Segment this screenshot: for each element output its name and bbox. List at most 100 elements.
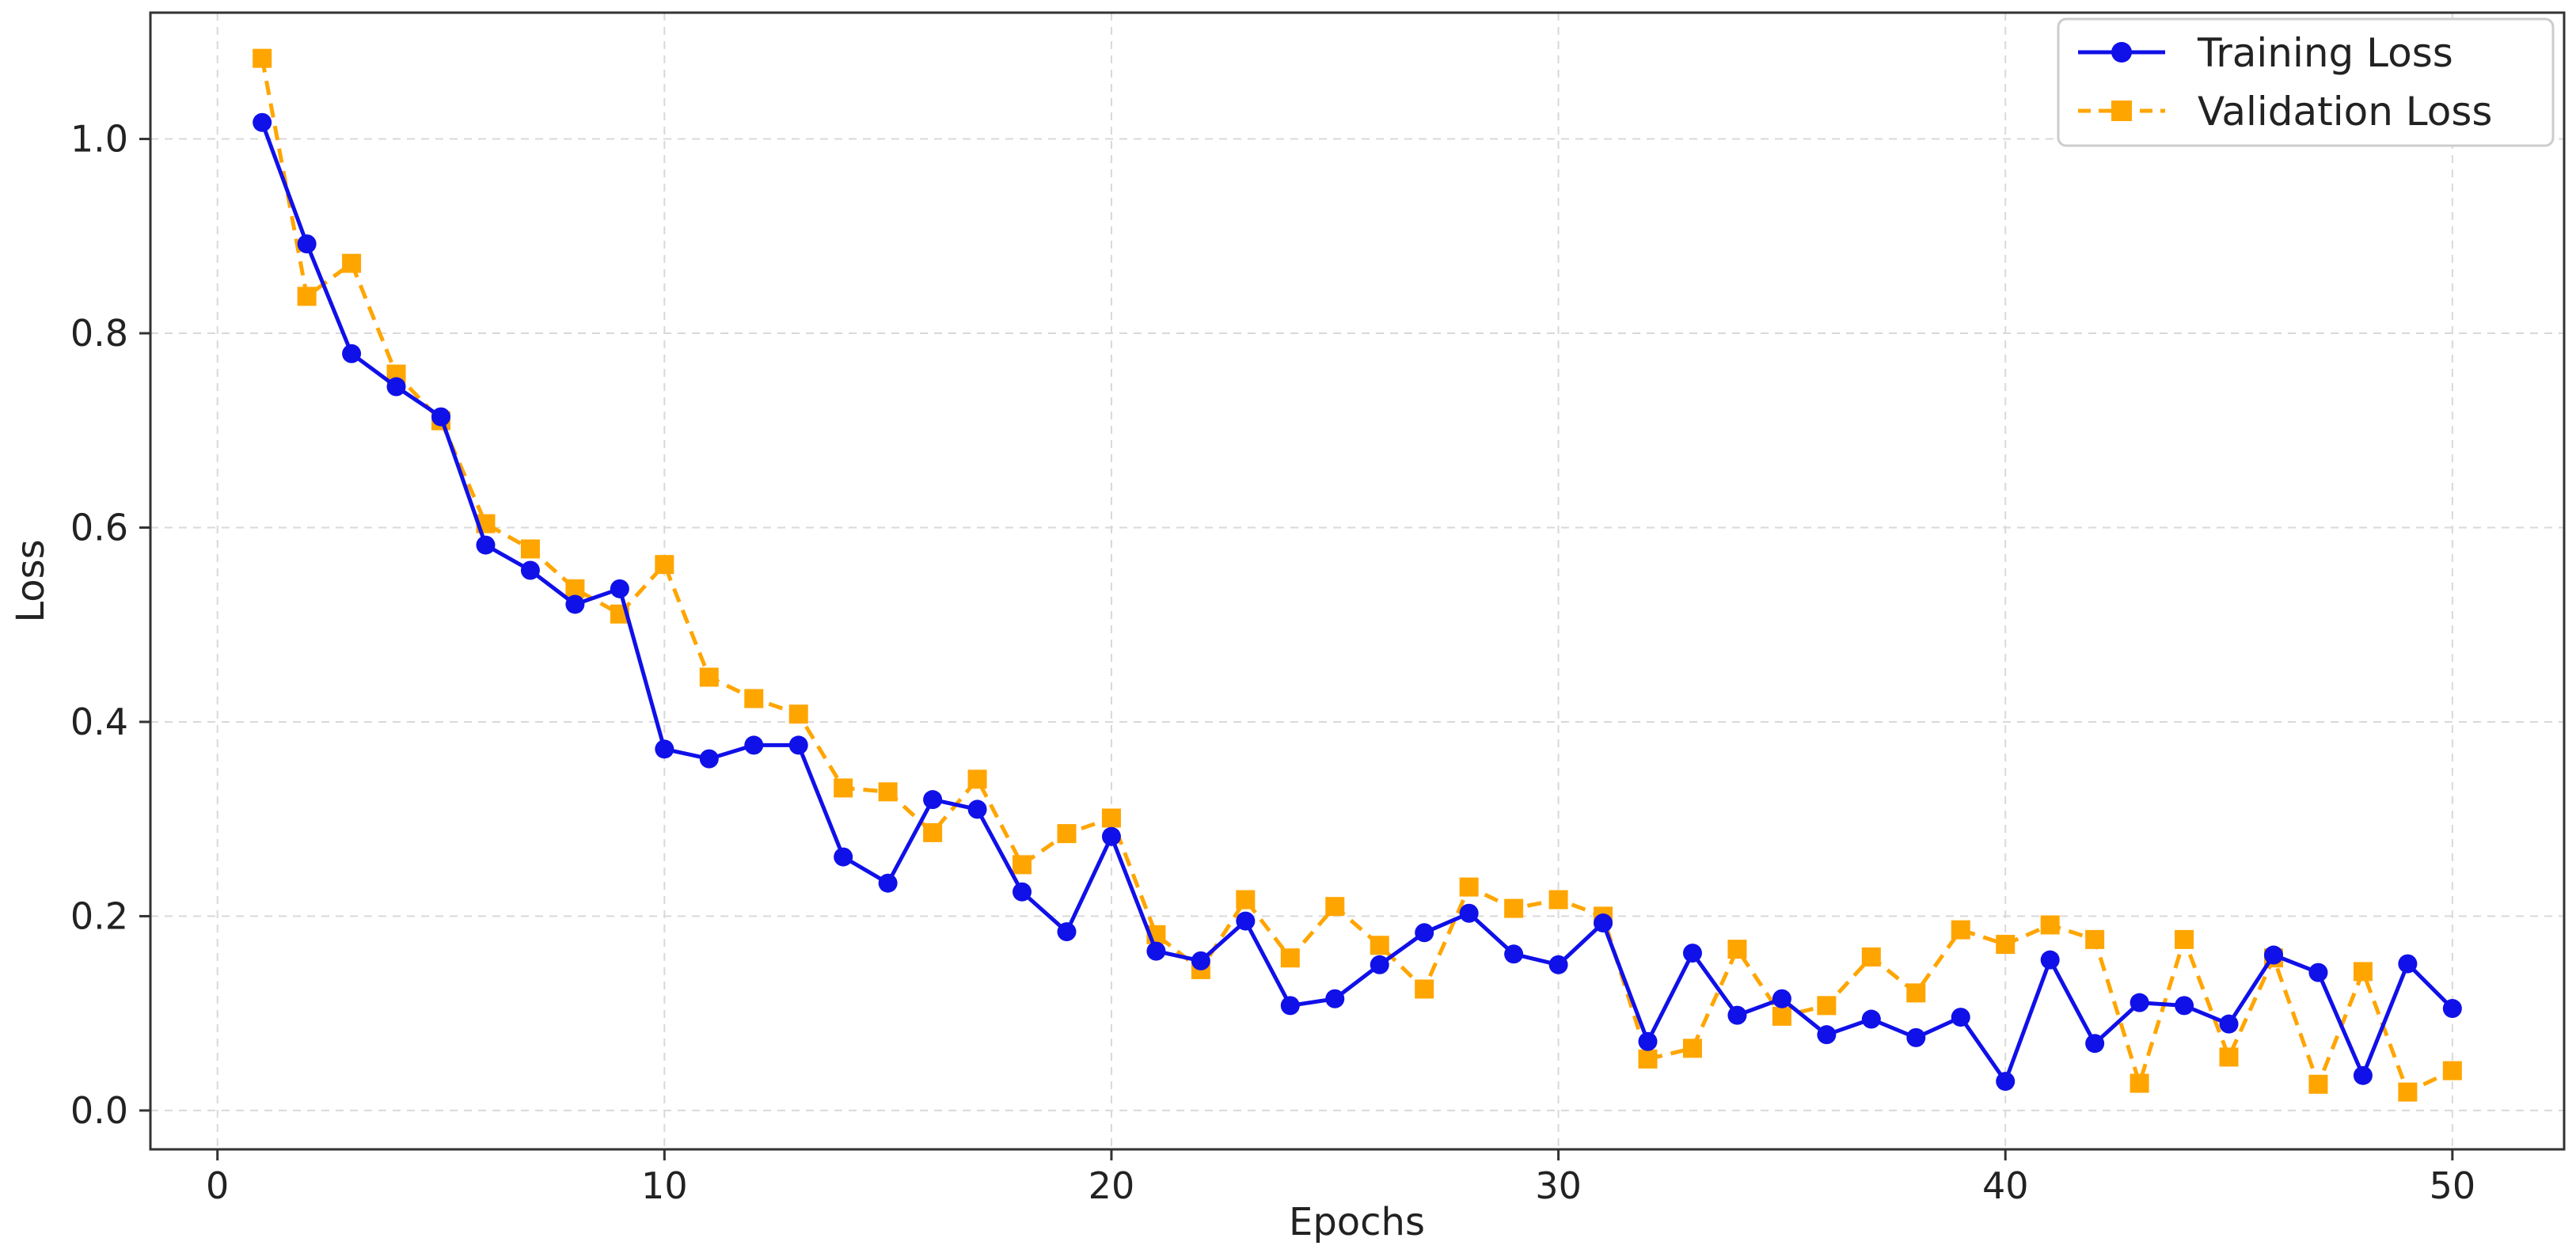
validation-loss-point (1996, 935, 2016, 955)
x-tick-label: 20 (1089, 1164, 1135, 1207)
training-loss-point (431, 407, 451, 427)
legend-training-label: Training Loss (2197, 30, 2453, 76)
training-loss-point (1101, 826, 1121, 846)
validation-loss-point (1057, 824, 1077, 844)
training-loss-point (2219, 1014, 2239, 1034)
training-loss-point (655, 739, 674, 759)
series-training-loss (253, 112, 2462, 1092)
legend-entry-validation: Validation Loss (2078, 89, 2492, 135)
training-loss-point (1906, 1027, 1926, 1047)
validation-loss-point (1370, 936, 1389, 955)
validation-loss-point (2353, 962, 2373, 982)
validation-loss-point (2130, 1073, 2149, 1093)
y-tick-label: 0.0 (70, 1089, 128, 1132)
validation-loss-point (1280, 948, 1300, 968)
training-loss-point (1682, 944, 1702, 963)
training-loss-point (1415, 923, 1434, 943)
training-loss-line (260, 121, 2454, 1084)
training-loss-point (1504, 944, 1524, 964)
x-axis-label: Epochs (1289, 1200, 1425, 1244)
training-loss-point (1013, 882, 1032, 902)
validation-loss-point (1415, 979, 1434, 999)
validation-loss-point (520, 539, 540, 559)
training-loss-point (342, 344, 362, 363)
x-tick-label: 30 (1535, 1164, 1582, 1207)
training-loss-point (923, 790, 943, 810)
training-loss-point (2175, 996, 2194, 1016)
training-loss-point (1638, 1031, 1658, 1051)
training-loss-point (610, 579, 629, 598)
x-tick-label: 0 (206, 1164, 229, 1207)
training-loss-point (788, 735, 808, 755)
training-loss-point (1325, 989, 1345, 1008)
y-tick-label: 0.2 (70, 894, 128, 937)
training-loss-point (1727, 1005, 1747, 1025)
legend-validation-marker (2111, 101, 2132, 121)
validation-loss-point (1548, 890, 1568, 910)
legend-box (2057, 17, 2555, 147)
validation-loss-point (253, 48, 272, 68)
validation-loss-point (923, 822, 943, 842)
training-loss-point (1191, 951, 1210, 970)
validation-loss-line (260, 58, 2453, 1095)
validation-loss-point (1236, 890, 1256, 910)
validation-loss-point (2085, 929, 2105, 949)
validation-loss-point (788, 704, 808, 724)
training-loss-point (1996, 1072, 2016, 1092)
training-loss-point (878, 873, 898, 893)
training-loss-point (1548, 955, 1568, 974)
y-tick-label: 0.6 (70, 506, 128, 549)
y-tick-label: 0.8 (70, 312, 128, 355)
validation-loss-point (699, 667, 719, 687)
validation-loss-point (878, 782, 898, 802)
training-loss-point (1236, 911, 1256, 931)
x-tick-label: 50 (2430, 1164, 2476, 1207)
validation-loss-point (1906, 983, 1926, 1003)
series-layer (253, 48, 2462, 1102)
validation-loss-point (2040, 915, 2060, 935)
training-loss-point (2398, 954, 2418, 974)
y-tick-label: 0.4 (70, 701, 128, 743)
validation-loss-point (1325, 897, 1345, 917)
training-loss-point (520, 560, 540, 580)
validation-loss-point (744, 689, 764, 708)
training-loss-point (834, 847, 853, 867)
legend: Training Loss Validation Loss (2057, 17, 2555, 147)
validation-loss-point (1459, 877, 1479, 897)
validation-loss-point (2398, 1082, 2418, 1102)
validation-loss-point (1817, 996, 1837, 1016)
training-loss-point (2040, 950, 2060, 970)
ticks: 0 10 20 30 40 50 0.0 0.2 0.4 0.6 0.8 1.0 (70, 118, 2475, 1207)
training-loss-point (565, 594, 585, 614)
validation-loss-point (342, 253, 362, 273)
training-loss-point (2130, 993, 2149, 1012)
validation-loss-point (2308, 1074, 2328, 1094)
validation-loss-point (967, 769, 987, 789)
series-validation-loss (253, 48, 2462, 1102)
training-loss-point (1861, 1009, 1881, 1029)
validation-loss-point (1638, 1049, 1658, 1069)
training-loss-point (2085, 1034, 2105, 1054)
x-tick-label: 40 (1982, 1164, 2029, 1207)
validation-loss-point (1504, 898, 1524, 918)
training-loss-point (2353, 1065, 2373, 1085)
training-loss-point (967, 799, 987, 819)
validation-loss-point (2219, 1047, 2239, 1067)
training-loss-point (2263, 945, 2283, 965)
legend-training-marker (2111, 42, 2132, 63)
axes (149, 11, 2566, 1151)
plot-frame (149, 11, 2566, 1151)
training-loss-point (1370, 955, 1389, 974)
training-loss-point (476, 535, 496, 555)
training-loss-point (253, 112, 272, 132)
training-loss-point (297, 234, 317, 254)
validation-loss-point (1772, 1006, 1791, 1026)
validation-loss-point (1861, 947, 1881, 966)
training-loss-point (699, 749, 719, 769)
y-tick-label: 1.0 (70, 118, 128, 161)
training-loss-point (1146, 941, 1166, 961)
training-loss-point (1951, 1008, 1970, 1027)
training-loss-point (744, 735, 764, 755)
grid (150, 13, 2564, 1149)
